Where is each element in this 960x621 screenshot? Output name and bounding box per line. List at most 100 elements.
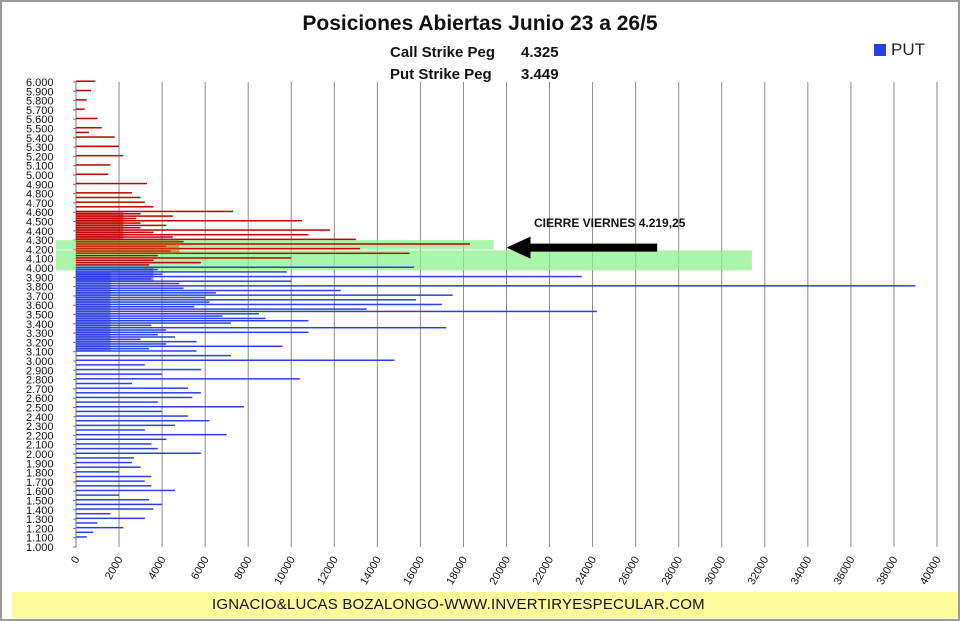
bar-put — [76, 317, 266, 320]
arrow-shaft — [528, 243, 658, 252]
bar-put — [76, 326, 447, 329]
bar-put — [76, 438, 167, 441]
arrow-head — [506, 236, 531, 259]
bar-put — [76, 461, 132, 464]
bar-put — [76, 282, 180, 285]
bar-put — [76, 415, 188, 417]
x-tick-label: 22000 — [530, 555, 556, 587]
x-tick-label: 14000 — [358, 555, 384, 587]
y-tick-label: 2.600 — [26, 393, 54, 405]
bar-put — [76, 471, 120, 473]
y-tick-label: 3.500 — [26, 310, 54, 322]
bar-put — [76, 522, 98, 524]
y-tick-label: 3.800 — [26, 282, 54, 294]
x-tick-label: 0 — [69, 555, 82, 566]
bar-put — [76, 303, 442, 306]
bar-call — [76, 182, 148, 185]
bar-call — [76, 254, 158, 257]
x-tick-label: 2000 — [103, 555, 126, 582]
x-tick-label: 10000 — [272, 555, 298, 587]
dense-bars-overlay — [76, 212, 124, 241]
footer-text: IGNACIO&LUCAS BOZALONGO-WWW.INVERTIRYESP… — [212, 596, 705, 613]
y-tick-label: 1.600 — [26, 486, 54, 498]
bar-call — [76, 261, 201, 264]
x-tick-label: 36000 — [832, 555, 858, 587]
y-tick-label: 5.600 — [26, 114, 54, 126]
dense-bars-overlay — [76, 268, 154, 282]
y-tick-label: 3.900 — [26, 272, 54, 284]
y-tick-label: 4.100 — [26, 254, 54, 266]
bar-put — [76, 354, 231, 357]
bar-put — [76, 489, 176, 492]
x-tick-label: 24000 — [574, 555, 600, 587]
y-tick-label: 5.000 — [26, 170, 54, 182]
bar-call — [76, 243, 470, 245]
y-tick-label: 3.300 — [26, 328, 54, 340]
x-tick-label: 18000 — [444, 555, 470, 587]
x-tick-label: 26000 — [617, 555, 643, 587]
y-tick-label: 2.000 — [26, 449, 54, 461]
y-tick-label: 4.300 — [26, 235, 54, 247]
bar-put — [76, 266, 414, 268]
chart-legend: PUT — [874, 40, 925, 60]
y-tick-label: 3.600 — [26, 300, 54, 312]
y-tick-label: 4.200 — [26, 244, 54, 256]
bar-call — [76, 108, 85, 110]
bar-put — [76, 373, 163, 375]
bar-call — [76, 117, 98, 120]
bar-put — [76, 517, 145, 520]
bar-put — [76, 475, 152, 478]
bar-put — [76, 299, 417, 301]
bar-call — [76, 206, 154, 208]
bar-call — [76, 89, 92, 92]
bar-put — [76, 378, 300, 380]
call-strike-peg-value: 4.325 — [521, 44, 559, 61]
bar-put — [76, 392, 201, 394]
y-tick-label: 4.000 — [26, 263, 54, 275]
y-tick-label: 4.900 — [26, 179, 54, 191]
bar-put — [76, 485, 152, 487]
y-tick-label: 4.500 — [26, 217, 54, 229]
bar-put — [76, 350, 197, 352]
bar-put — [76, 271, 287, 273]
y-tick-label: 4.400 — [26, 226, 54, 238]
y-tick-label: 1.100 — [26, 533, 54, 545]
bar-put — [76, 319, 309, 322]
y-tick-label: 5.400 — [26, 133, 54, 145]
bar-put — [76, 443, 152, 445]
put-strike-peg-value: 3.449 — [521, 66, 559, 83]
bar-put — [76, 452, 201, 454]
bar-put — [76, 512, 111, 515]
legend-label: PUT — [891, 40, 925, 59]
bar-put — [76, 531, 94, 534]
bar-put — [76, 294, 453, 296]
bar-put — [76, 329, 167, 331]
bar-put — [76, 424, 176, 427]
bar-put — [76, 480, 145, 482]
bar-call — [76, 220, 303, 222]
bar-put — [76, 287, 184, 289]
x-tick-label: 6000 — [189, 555, 212, 582]
x-tick-label: 34000 — [789, 555, 815, 587]
bar-put — [76, 301, 210, 303]
y-tick-label: 2.400 — [26, 412, 54, 424]
y-tick-label: 1.200 — [26, 523, 54, 535]
y-tick-label: 2.100 — [26, 440, 54, 452]
bar-put — [76, 433, 227, 436]
y-tick-label: 2.800 — [26, 375, 54, 387]
bar-put — [76, 308, 367, 310]
bar-put — [76, 396, 193, 399]
bar-call — [76, 192, 132, 194]
bar-put — [76, 406, 244, 408]
bar-put — [76, 324, 152, 327]
bar-call — [76, 264, 150, 266]
bar-put — [76, 359, 395, 361]
bar-put — [76, 526, 124, 529]
x-tick-label: 12000 — [315, 555, 341, 587]
price-highlight-band — [56, 250, 752, 271]
bar-put — [76, 457, 135, 459]
bar-put — [76, 536, 87, 538]
bar-put — [76, 313, 259, 315]
